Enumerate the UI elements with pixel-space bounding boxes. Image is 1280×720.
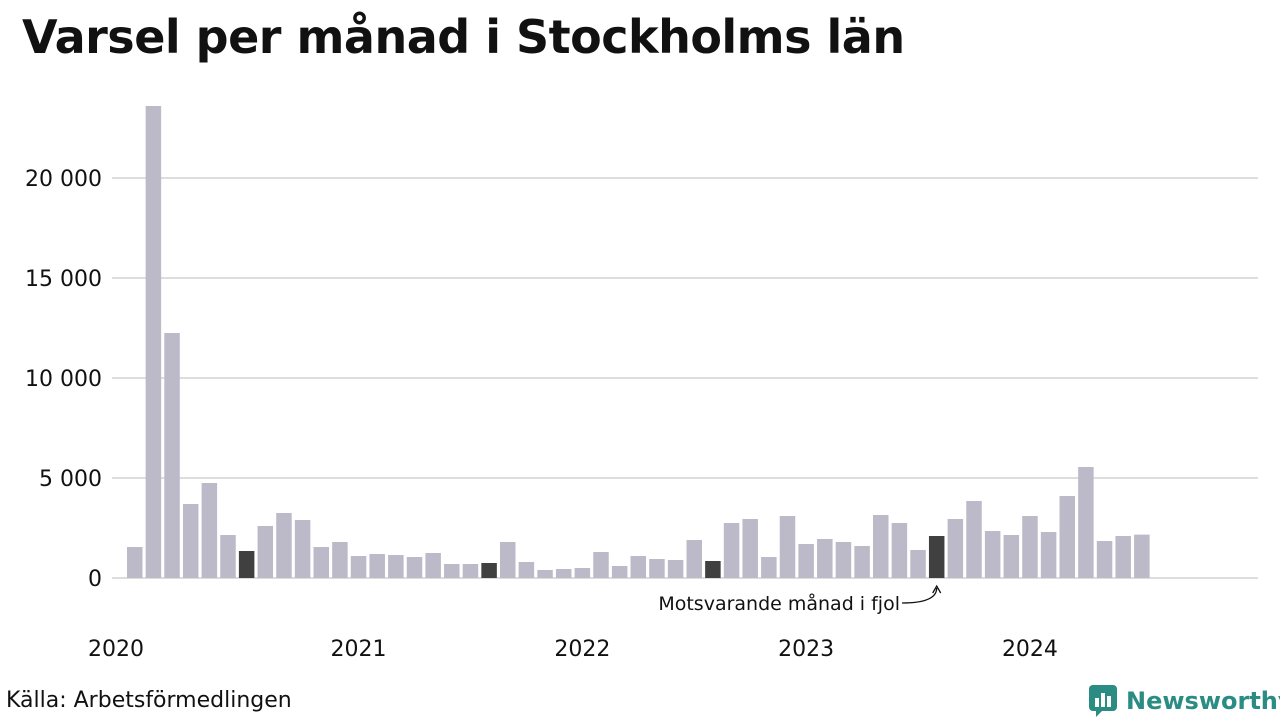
bar-2022-07 (686, 540, 702, 578)
y-tick-label: 5 000 (39, 467, 102, 492)
bar-2022-09 (723, 523, 740, 578)
annotation: Motsvarande månad i fjolAugusti2 169 (658, 584, 942, 615)
x-tick-label: 2022 (554, 637, 610, 662)
bar-2022-08 (705, 561, 721, 578)
bar-2021-06 (444, 564, 460, 578)
bar-2020-01 (127, 547, 143, 578)
bar-2020-04 (182, 504, 199, 578)
annotation-label: Motsvarande månad i fjol (658, 592, 900, 615)
bar-2020-09 (276, 513, 292, 578)
y-tick-label: 15 000 (25, 267, 102, 292)
x-tick-label: 2021 (331, 637, 387, 662)
bar-2023-06 (891, 523, 908, 578)
bar-2022-11 (761, 557, 777, 578)
bar-2022-12 (779, 516, 796, 578)
brand-name: Newsworthy (1126, 687, 1280, 715)
brand-logo: Newsworthy (1088, 684, 1280, 718)
bar-2020-11 (313, 547, 329, 578)
bar-2023-01 (798, 544, 814, 578)
bar-2024-02 (1040, 532, 1057, 578)
bar-2022-10 (742, 519, 758, 578)
bar-2021-08 (481, 563, 497, 578)
bar-2021-10 (518, 562, 535, 578)
bar-2023-11 (984, 531, 1001, 578)
bar-2021-11 (537, 570, 553, 578)
bar-2020-02 (145, 106, 162, 578)
bar-2023-10 (966, 501, 982, 578)
bar-2023-07 (910, 550, 926, 578)
chart-title: Varsel per månad i Stockholms län (22, 10, 905, 64)
bar-2020-12 (332, 542, 348, 578)
bar-2020-08 (257, 526, 274, 578)
bar-2021-07 (462, 564, 479, 578)
bar-2020-10 (294, 520, 311, 578)
bar-2023-09 (947, 519, 964, 578)
source-note: Källa: Arbetsförmedlingen (6, 688, 292, 713)
bar-2021-09 (500, 542, 516, 578)
bars (127, 106, 1150, 578)
x-axis: 2020 2021 2022 2023 2024 (88, 637, 1058, 662)
annotation-arrowhead (932, 584, 942, 594)
bar-2023-02 (817, 539, 833, 578)
bar-2024-07 (1134, 534, 1150, 578)
bar-2023-03 (835, 542, 852, 578)
bar-2024-06 (1115, 536, 1131, 578)
bar-2023-12 (1003, 535, 1020, 578)
bar-2024-03 (1059, 496, 1075, 578)
bar-2021-12 (555, 569, 572, 578)
bar-2023-04 (854, 546, 870, 578)
bar-2020-05 (201, 483, 218, 578)
bar-2021-05 (425, 553, 441, 578)
x-tick-label: 2023 (778, 637, 834, 662)
bar-2024-04 (1078, 467, 1094, 578)
bar-2021-01 (350, 556, 367, 578)
newsworthy-logo-icon (1089, 685, 1117, 717)
annotation-arrow (901, 587, 938, 604)
bar-2022-01 (574, 568, 591, 578)
bar-2022-02 (593, 552, 609, 578)
bar-2021-03 (388, 555, 404, 578)
bar-2022-04 (630, 556, 647, 578)
x-tick-label: 2020 (88, 637, 144, 662)
bar-2022-06 (667, 560, 684, 578)
bar-2022-05 (649, 559, 665, 578)
bar-2024-01 (1022, 516, 1038, 578)
bar-2024-05 (1096, 541, 1113, 578)
y-tick-label: 10 000 (25, 367, 102, 392)
y-axis: 0 5 000 10 000 15 000 20 000 (25, 167, 102, 592)
bar-2020-07 (238, 551, 255, 578)
x-tick-label: 2024 (1002, 637, 1058, 662)
y-tick-label: 20 000 (25, 167, 102, 192)
bar-2020-06 (220, 535, 236, 578)
bar-2021-04 (406, 557, 423, 578)
y-tick-label: 0 (88, 567, 102, 592)
bar-2020-03 (164, 333, 180, 578)
bar-2023-05 (873, 515, 889, 578)
bar-2022-03 (611, 566, 628, 578)
bar-2023-08 (928, 536, 945, 578)
bar-2021-02 (369, 554, 385, 578)
